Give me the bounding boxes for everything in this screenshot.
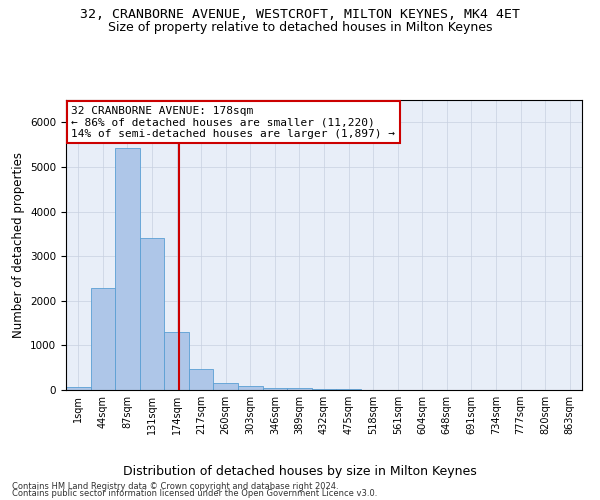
Bar <box>164 332 189 390</box>
Text: Contains HM Land Registry data © Crown copyright and database right 2024.: Contains HM Land Registry data © Crown c… <box>12 482 338 491</box>
Bar <box>91 288 115 390</box>
Bar <box>115 148 140 390</box>
Bar <box>214 383 238 390</box>
Bar <box>263 388 287 390</box>
Text: Contains public sector information licensed under the Open Government Licence v3: Contains public sector information licen… <box>12 489 377 498</box>
Bar <box>66 386 91 390</box>
Text: Size of property relative to detached houses in Milton Keynes: Size of property relative to detached ho… <box>108 21 492 34</box>
Bar <box>287 388 312 390</box>
Text: Distribution of detached houses by size in Milton Keynes: Distribution of detached houses by size … <box>123 464 477 477</box>
Text: 32 CRANBORNE AVENUE: 178sqm
← 86% of detached houses are smaller (11,220)
14% of: 32 CRANBORNE AVENUE: 178sqm ← 86% of det… <box>71 106 395 139</box>
Text: 32, CRANBORNE AVENUE, WESTCROFT, MILTON KEYNES, MK4 4ET: 32, CRANBORNE AVENUE, WESTCROFT, MILTON … <box>80 8 520 20</box>
Bar <box>312 389 336 390</box>
Bar <box>238 386 263 390</box>
Y-axis label: Number of detached properties: Number of detached properties <box>11 152 25 338</box>
Bar <box>189 368 214 390</box>
Bar <box>140 238 164 390</box>
